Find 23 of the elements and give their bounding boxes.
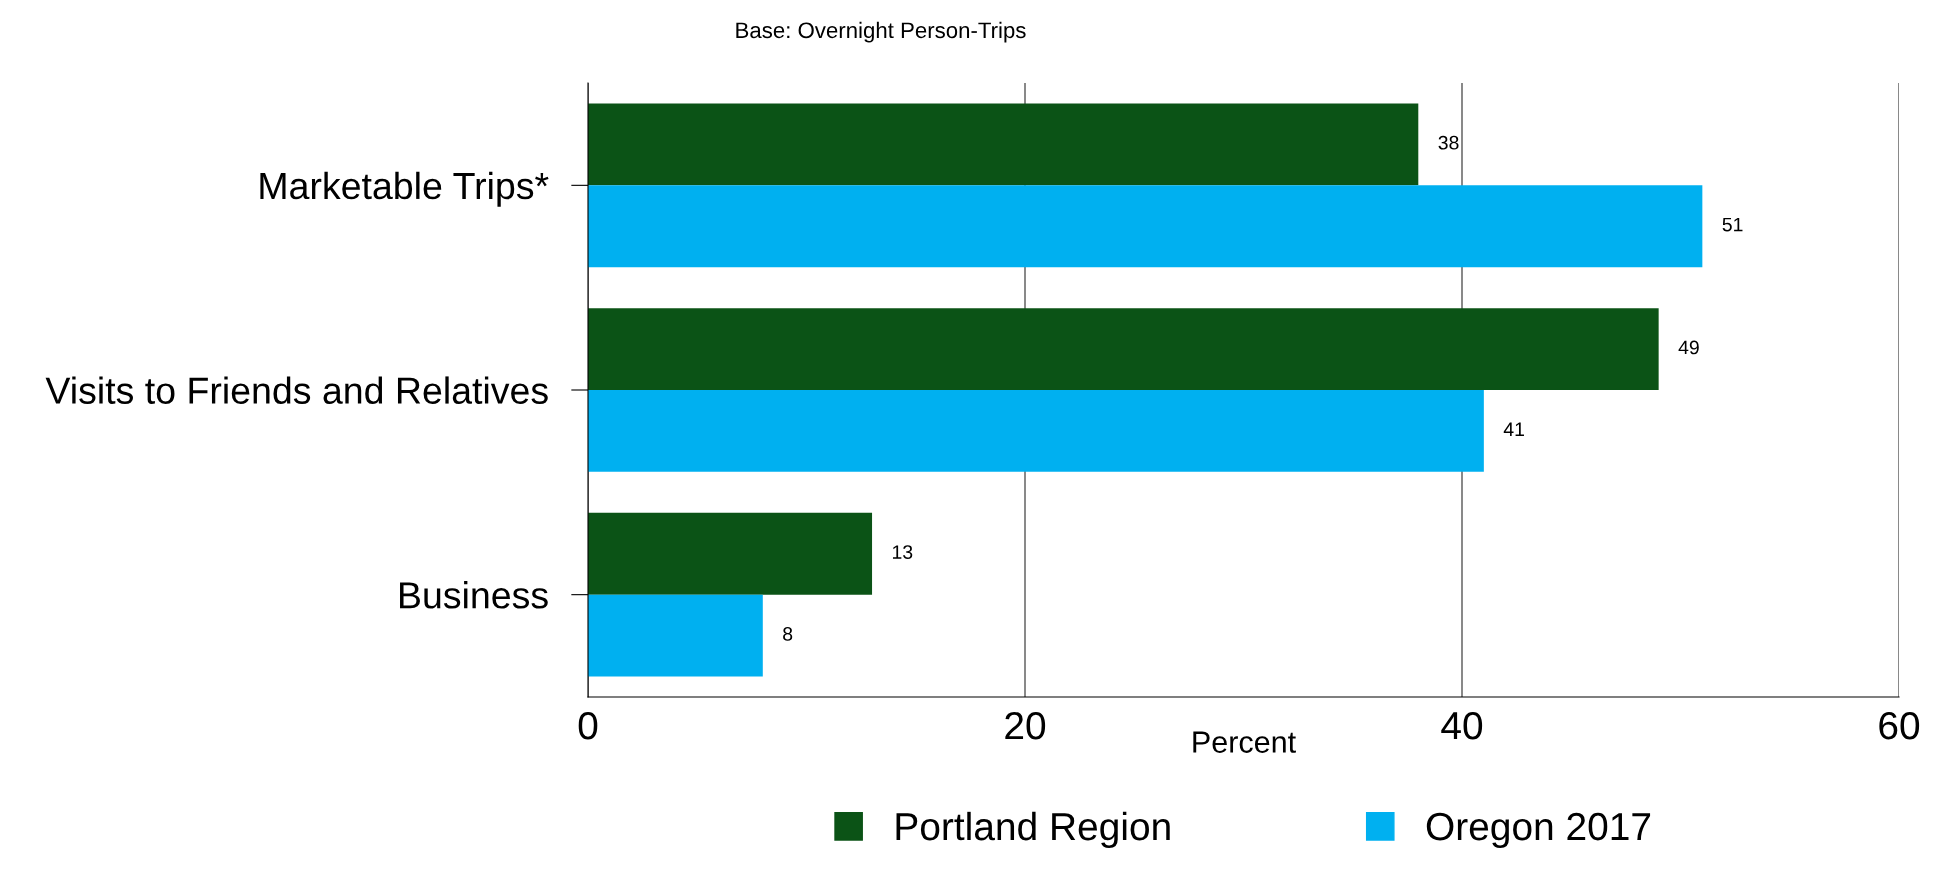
bar (588, 308, 1659, 390)
x-tick-label: 0 (578, 711, 598, 740)
data-label: 41 (1503, 422, 1524, 436)
x-axis-title: Percent (1193, 731, 1296, 753)
y-tick-label: Visits to Friends and Relatives (45, 376, 548, 404)
legend-label: Portland Region (896, 811, 1170, 849)
bar (588, 390, 1484, 472)
data-label: 8 (783, 627, 793, 641)
legend-label: Oregon 2017 (1426, 812, 1651, 849)
bar (588, 594, 763, 677)
y-tick-label: Business (400, 581, 548, 609)
data-label: 38 (1438, 135, 1459, 150)
bar (588, 185, 1703, 268)
data-label: 13 (892, 545, 913, 559)
x-tick-label: 60 (1879, 711, 1920, 740)
x-tick-label: 40 (1441, 711, 1483, 740)
y-tick-label: Marketable Trips* (260, 171, 549, 207)
bar (588, 512, 873, 595)
chart-title: Base: Overnight Person-Trips (736, 21, 1026, 43)
data-label: 51 (1722, 217, 1743, 232)
x-tick-label: 20 (1005, 711, 1046, 740)
bar (588, 103, 1419, 186)
data-label: 49 (1678, 340, 1699, 355)
